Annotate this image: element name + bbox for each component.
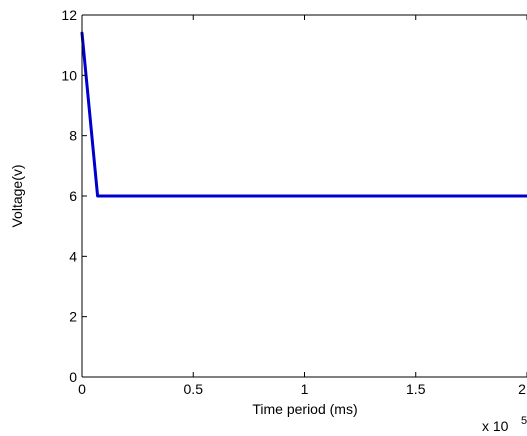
series-layer <box>80 31 527 198</box>
x-tick-label: 1.5 <box>406 381 426 397</box>
x-exponent-power: 5 <box>521 415 527 427</box>
x-tick-label: 0 <box>78 381 86 397</box>
y-tick-label: 8 <box>69 128 77 144</box>
ticks-layer: 0 0.5 1 1.5 2 0 2 4 6 8 10 12 <box>61 7 527 397</box>
y-tick-label: 10 <box>61 67 77 83</box>
series-line <box>80 31 527 198</box>
y-tick-label: 2 <box>69 309 77 325</box>
y-tick-label: 4 <box>69 248 77 264</box>
x-axis-label: Time period (ms) <box>252 401 357 417</box>
x-exponent-base: x 10 <box>482 418 509 434</box>
x-tick-label: 2 <box>518 381 526 397</box>
y-tick-label: 0 <box>69 369 77 385</box>
y-tick-label: 6 <box>69 188 77 204</box>
x-tick-label: 0.5 <box>184 381 204 397</box>
x-tick-label: 1 <box>301 381 309 397</box>
y-axis-label: Voltage(v) <box>9 164 25 227</box>
y-tick-label: 12 <box>61 7 77 23</box>
